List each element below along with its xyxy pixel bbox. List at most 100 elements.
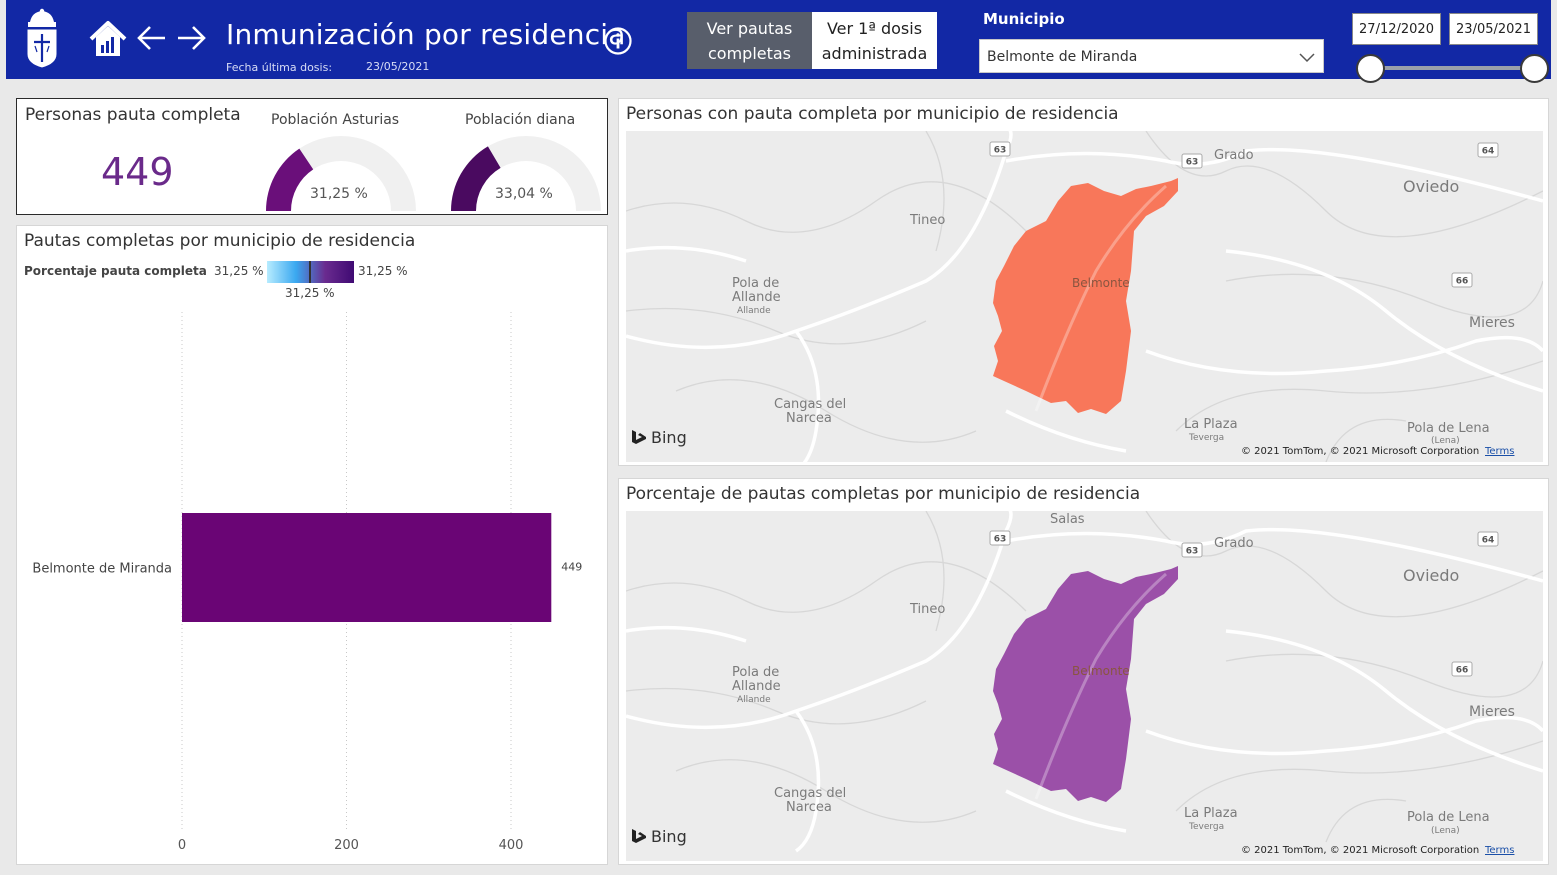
- map-town-label: Salas: [1050, 512, 1085, 527]
- back-arrow-icon[interactable]: [133, 18, 173, 58]
- map-road: [1225, 629, 1543, 773]
- map-town-label: Pola de: [732, 665, 779, 680]
- legend-mid-value: 31,25 %: [285, 286, 335, 300]
- map-town-label: Cangas del: [774, 786, 846, 801]
- legend-title: Porcentaje pauta completa: [24, 264, 207, 278]
- map-brand: Bing: [651, 428, 687, 447]
- date-end-input[interactable]: 23/05/2021: [1449, 13, 1538, 45]
- map-town-label: Tineo: [909, 213, 945, 228]
- info-icon[interactable]: [603, 26, 633, 56]
- map-road: [626, 245, 747, 263]
- bar[interactable]: [182, 513, 552, 622]
- map-river: [1225, 653, 1543, 698]
- map-river: [675, 379, 977, 443]
- map-copyright: © 2021 TomTom, © 2021 Microsoft Corporat…: [1241, 446, 1479, 457]
- map-region-belmonte[interactable]: [993, 178, 1178, 414]
- municipio-dropdown[interactable]: Belmonte de Miranda: [979, 39, 1324, 73]
- map-town-label: Teverga: [1188, 433, 1224, 443]
- map-town-label: Tineo: [909, 602, 945, 617]
- gauge-asturias-value: 31,25 %: [310, 186, 368, 202]
- map-town-label: Pola de Lena: [1407, 810, 1490, 825]
- map-road: [1005, 527, 1543, 583]
- gauge-asturias: [266, 136, 416, 211]
- gauge-target-label: Población diana: [465, 112, 576, 128]
- button-label-line: Ver pautas: [706, 18, 793, 38]
- map-river: [1325, 418, 1407, 462]
- kpi-value: 449: [101, 150, 174, 194]
- road-number-badge: 63: [989, 141, 1011, 157]
- bing-logo-icon: [632, 829, 646, 843]
- button-label-line: completas: [707, 43, 792, 63]
- municipio-selected-value: Belmonte de Miranda: [987, 49, 1138, 65]
- view-full-schedules-button[interactable]: Ver pautas completas: [687, 12, 812, 69]
- road-number-badge: 64: [1477, 142, 1499, 158]
- svg-text:63: 63: [994, 146, 1007, 156]
- map-persons-title: Personas con pauta completa por municipi…: [626, 104, 1119, 124]
- bar-chart-title: Pautas completas por municipio de reside…: [24, 231, 416, 251]
- svg-text:64: 64: [1482, 536, 1495, 546]
- map-town-label: Pola de: [732, 276, 779, 291]
- map-river: [1175, 740, 1543, 812]
- svg-text:63: 63: [1186, 547, 1199, 557]
- date-slider-start-handle[interactable]: [1356, 54, 1385, 83]
- map-town-label: Allande: [732, 679, 781, 694]
- crest-icon: [26, 8, 58, 69]
- map-town-label: Mieres: [1469, 315, 1515, 331]
- gauge-fill: [266, 148, 314, 211]
- date-slider-track[interactable]: [1370, 66, 1535, 70]
- kpi-panel: Personas pauta completa 449 Población As…: [16, 98, 608, 215]
- map-town-label: Narcea: [786, 411, 832, 426]
- date-start-input[interactable]: 27/12/2020: [1352, 13, 1441, 45]
- road-number-badge: 63: [1181, 153, 1203, 169]
- view-first-dose-button[interactable]: Ver 1ª dosis administrada: [812, 12, 937, 69]
- map-river: [626, 307, 927, 345]
- gauge-target-value: 33,04 %: [495, 186, 553, 202]
- forward-arrow-icon[interactable]: [172, 18, 212, 58]
- last-dose-value: 23/05/2021: [366, 60, 430, 73]
- map-road: [1005, 409, 1127, 453]
- gauge-asturias-label: Población Asturias: [271, 112, 400, 128]
- button-label-line: administrada: [821, 43, 928, 63]
- map-town-label: Allande: [737, 306, 771, 316]
- svg-text:63: 63: [994, 535, 1007, 545]
- map-river: [626, 561, 1027, 613]
- x-tick-label: 200: [334, 838, 359, 853]
- map-river: [675, 759, 977, 823]
- map-town-label: Teverga: [1188, 822, 1224, 832]
- map-road: [1225, 249, 1543, 393]
- map-river: [1225, 273, 1543, 318]
- map-river: [925, 131, 945, 252]
- date-slider-end-handle[interactable]: [1520, 54, 1549, 83]
- home-icon[interactable]: [88, 18, 128, 58]
- map-river: [1175, 360, 1543, 432]
- map-region-label: Belmonte: [1072, 664, 1130, 678]
- municipio-label: Municipio: [983, 10, 1065, 28]
- map-town-label: La Plaza: [1184, 806, 1238, 821]
- button-label-line: Ver 1ª dosis: [826, 18, 923, 38]
- svg-text:64: 64: [1482, 147, 1495, 157]
- map-town-label: Cangas del: [774, 397, 846, 412]
- map-town-label: Oviedo: [1403, 177, 1459, 196]
- map-terms-link[interactable]: Terms: [1484, 446, 1514, 457]
- map-terms-link[interactable]: Terms: [1484, 845, 1514, 856]
- gauge-target: [451, 136, 601, 211]
- gauge-fill: [451, 146, 501, 211]
- bar-chart-panel: Pautas completas por municipio de reside…: [16, 225, 608, 865]
- map-panel-percentage: Porcentaje de pautas completas por munic…: [618, 478, 1549, 865]
- map-road: [626, 625, 747, 643]
- map-region-belmonte[interactable]: [993, 566, 1178, 802]
- map-town-label: Allande: [737, 695, 771, 705]
- map-river: [925, 511, 945, 632]
- last-dose-label: Fecha última dosis:: [226, 61, 333, 74]
- map-panel-persons: Personas con pauta completa por municipi…: [618, 98, 1549, 466]
- map-town-label: Pola de Lena: [1407, 421, 1490, 436]
- svg-text:66: 66: [1456, 666, 1469, 676]
- map-river: [1325, 798, 1407, 843]
- map-town-label: (Lena): [1431, 826, 1460, 836]
- map-town-label: Allande: [732, 290, 781, 305]
- map-town-label: (Lena): [1431, 436, 1460, 446]
- road-number-badge: 63: [1181, 542, 1203, 558]
- map-copyright: © 2021 TomTom, © 2021 Microsoft Corporat…: [1241, 845, 1479, 856]
